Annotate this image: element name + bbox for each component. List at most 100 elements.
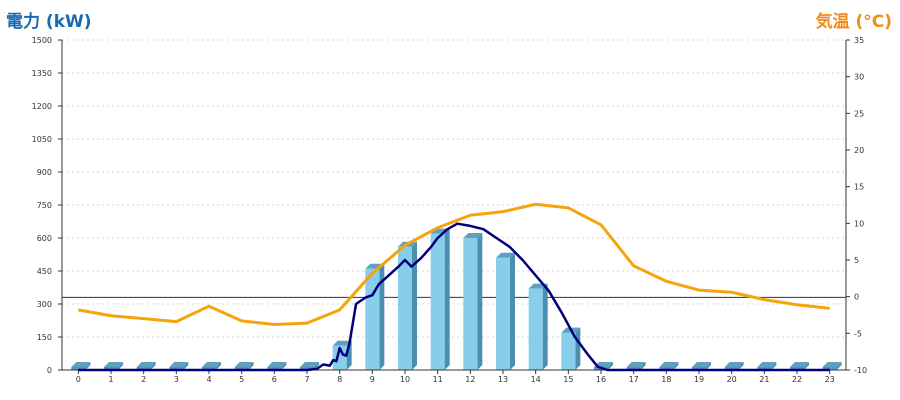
power-line [78, 222, 830, 372]
right-tick-label: 10 [854, 219, 864, 228]
temperature-line [78, 202, 830, 327]
x-tick-label: 20 [727, 375, 737, 384]
left-tick-label: 1050 [32, 135, 52, 144]
right-tick-label: 25 [854, 109, 864, 118]
bar [71, 367, 86, 370]
bar-top [104, 362, 123, 367]
right-tick-label: 15 [854, 183, 864, 192]
right-tick-label: -10 [854, 366, 867, 375]
right-tick-label: 5 [854, 256, 859, 265]
right-tick-label: 0 [854, 293, 859, 302]
left-tick-label: 900 [37, 168, 52, 177]
x-tick-label: 4 [206, 375, 211, 384]
bar-top [202, 362, 221, 367]
bar-side [183, 362, 189, 370]
left-tick-label: 600 [37, 234, 52, 243]
bar-side [412, 241, 417, 370]
x-tick-label: 23 [825, 375, 835, 384]
bar [659, 367, 674, 370]
bar-top [300, 362, 319, 367]
x-tick-label: 6 [272, 375, 277, 384]
x-tick-label: 11 [433, 375, 443, 384]
right-tick-label: -5 [854, 329, 862, 338]
bar [234, 367, 249, 370]
bar-side [248, 362, 254, 370]
x-tick-label: 19 [694, 375, 704, 384]
bar [398, 246, 412, 370]
bar-side [150, 362, 156, 370]
x-tick-label: 0 [76, 375, 81, 384]
bar-top [71, 362, 91, 367]
x-tick-label: 18 [661, 375, 671, 384]
bar [528, 288, 543, 370]
bar [267, 367, 282, 370]
bar-top [757, 362, 777, 367]
left-tick-label: 150 [37, 333, 52, 342]
bar-side [379, 263, 385, 370]
bar-side [216, 362, 221, 370]
left-tick-label: 300 [37, 300, 52, 309]
bar [822, 367, 837, 370]
bar [692, 367, 706, 370]
left-tick-label: 0 [47, 366, 52, 375]
bar-side [542, 283, 548, 370]
x-tick-label: 3 [174, 375, 179, 384]
bar [463, 238, 478, 370]
bar-side [738, 362, 744, 370]
bar [169, 367, 184, 370]
bar-side [608, 362, 613, 370]
bar-top [724, 362, 744, 367]
bar-top [692, 362, 711, 367]
left-tick-label: 1500 [32, 36, 52, 45]
bar-top [626, 362, 646, 367]
bar [136, 367, 151, 370]
right-tick-label: 20 [854, 146, 864, 155]
bar [757, 367, 772, 370]
left-tick-label: 1200 [32, 102, 52, 111]
bar-top [822, 362, 842, 367]
bar-side [118, 362, 123, 370]
right-axis-title: 気温 (°C) [815, 12, 892, 32]
x-tick-label: 13 [498, 375, 508, 384]
x-tick-label: 12 [465, 375, 475, 384]
bar-side [444, 228, 450, 370]
bar [202, 367, 216, 370]
bar [365, 268, 380, 370]
bar-top [496, 252, 515, 258]
bar-side [85, 362, 91, 370]
x-tick-label: 15 [563, 375, 573, 384]
x-tick-label: 9 [370, 375, 375, 384]
x-tick-label: 10 [400, 375, 410, 384]
left-tick-label: 450 [37, 267, 52, 276]
bar-top [267, 362, 287, 367]
bar [724, 367, 739, 370]
left-tick-label: 750 [37, 201, 52, 210]
bar [104, 367, 118, 370]
x-tick-label: 14 [531, 375, 541, 384]
bar [561, 332, 576, 370]
bar-side [640, 362, 646, 370]
bar-side [771, 362, 777, 370]
left-axis-title: 電力 (kW) [6, 12, 92, 32]
left-tick-label: 1350 [32, 69, 52, 78]
x-tick-label: 22 [792, 375, 802, 384]
bar-top [659, 362, 679, 367]
bar-side [575, 327, 581, 370]
x-tick-label: 8 [337, 375, 342, 384]
bar [300, 367, 314, 370]
bar-top [234, 362, 254, 367]
bar-side [836, 362, 842, 370]
right-tick-label: 35 [854, 36, 864, 45]
x-tick-label: 16 [596, 375, 606, 384]
x-tick-label: 5 [239, 375, 244, 384]
bar-top [332, 340, 352, 346]
bar [790, 367, 804, 370]
x-tick-label: 7 [304, 375, 309, 384]
bar [496, 257, 510, 370]
x-tick-label: 21 [759, 375, 769, 384]
bar-side [804, 362, 809, 370]
right-tick-label: 30 [854, 73, 864, 82]
bar-side [281, 362, 287, 370]
x-tick-label: 17 [629, 375, 639, 384]
